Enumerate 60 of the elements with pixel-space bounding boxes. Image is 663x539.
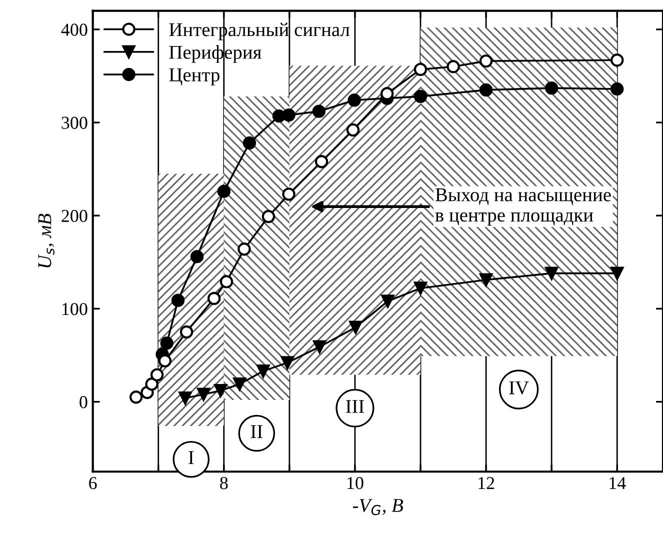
point — [610, 54, 624, 67]
point — [171, 294, 185, 307]
point — [178, 391, 192, 405]
point — [312, 340, 326, 354]
x-axis-title: -V$_{G}$, В — [352, 499, 404, 516]
y-tick-label: 0 — [80, 396, 88, 408]
point — [282, 108, 296, 122]
point — [446, 60, 460, 74]
y-tick-label: 300 — [62, 116, 88, 129]
point — [256, 364, 270, 378]
point — [282, 188, 296, 201]
annotation: IV — [509, 381, 529, 394]
point — [242, 136, 256, 150]
point — [238, 242, 251, 256]
point — [145, 378, 158, 391]
point — [479, 273, 493, 286]
point — [544, 81, 558, 95]
x-tick-label: 6 — [89, 477, 97, 490]
y-tick-label: 100 — [62, 302, 88, 316]
point — [414, 62, 428, 76]
point — [280, 356, 294, 370]
point — [262, 210, 276, 224]
annotation: I — [188, 451, 194, 464]
annotation: Выход на насыщение в центре площадки — [435, 188, 611, 226]
y-axis-title: U$_{s}$, мВ — [38, 214, 54, 268]
point — [414, 90, 428, 104]
x-tick-label: 14 — [610, 477, 626, 490]
y-tick-label: 200 — [62, 210, 88, 222]
point — [380, 87, 394, 100]
point — [129, 390, 143, 404]
point — [414, 282, 428, 295]
point — [217, 184, 230, 198]
point — [158, 354, 172, 368]
point — [381, 294, 394, 308]
point — [196, 388, 210, 401]
point — [233, 378, 246, 391]
point — [150, 368, 164, 382]
point — [479, 54, 493, 68]
point — [214, 384, 228, 398]
point — [349, 320, 362, 334]
annotation: III — [346, 400, 364, 413]
point — [207, 292, 221, 306]
annotation: II — [250, 425, 262, 438]
x-tick-label: 12 — [478, 477, 494, 490]
point — [346, 123, 360, 137]
point — [160, 336, 174, 350]
point — [479, 83, 493, 97]
point — [544, 266, 558, 280]
point — [220, 275, 234, 288]
x-tick-label: 8 — [220, 477, 228, 490]
point — [180, 325, 194, 339]
point — [610, 82, 624, 96]
legend-label: Центр — [169, 68, 220, 86]
point — [190, 250, 204, 264]
point — [314, 155, 328, 168]
point — [348, 94, 361, 107]
point — [312, 104, 326, 118]
point — [610, 266, 624, 280]
x-tick-label: 10 — [348, 477, 364, 490]
y-tick-label: 400 — [61, 24, 88, 36]
